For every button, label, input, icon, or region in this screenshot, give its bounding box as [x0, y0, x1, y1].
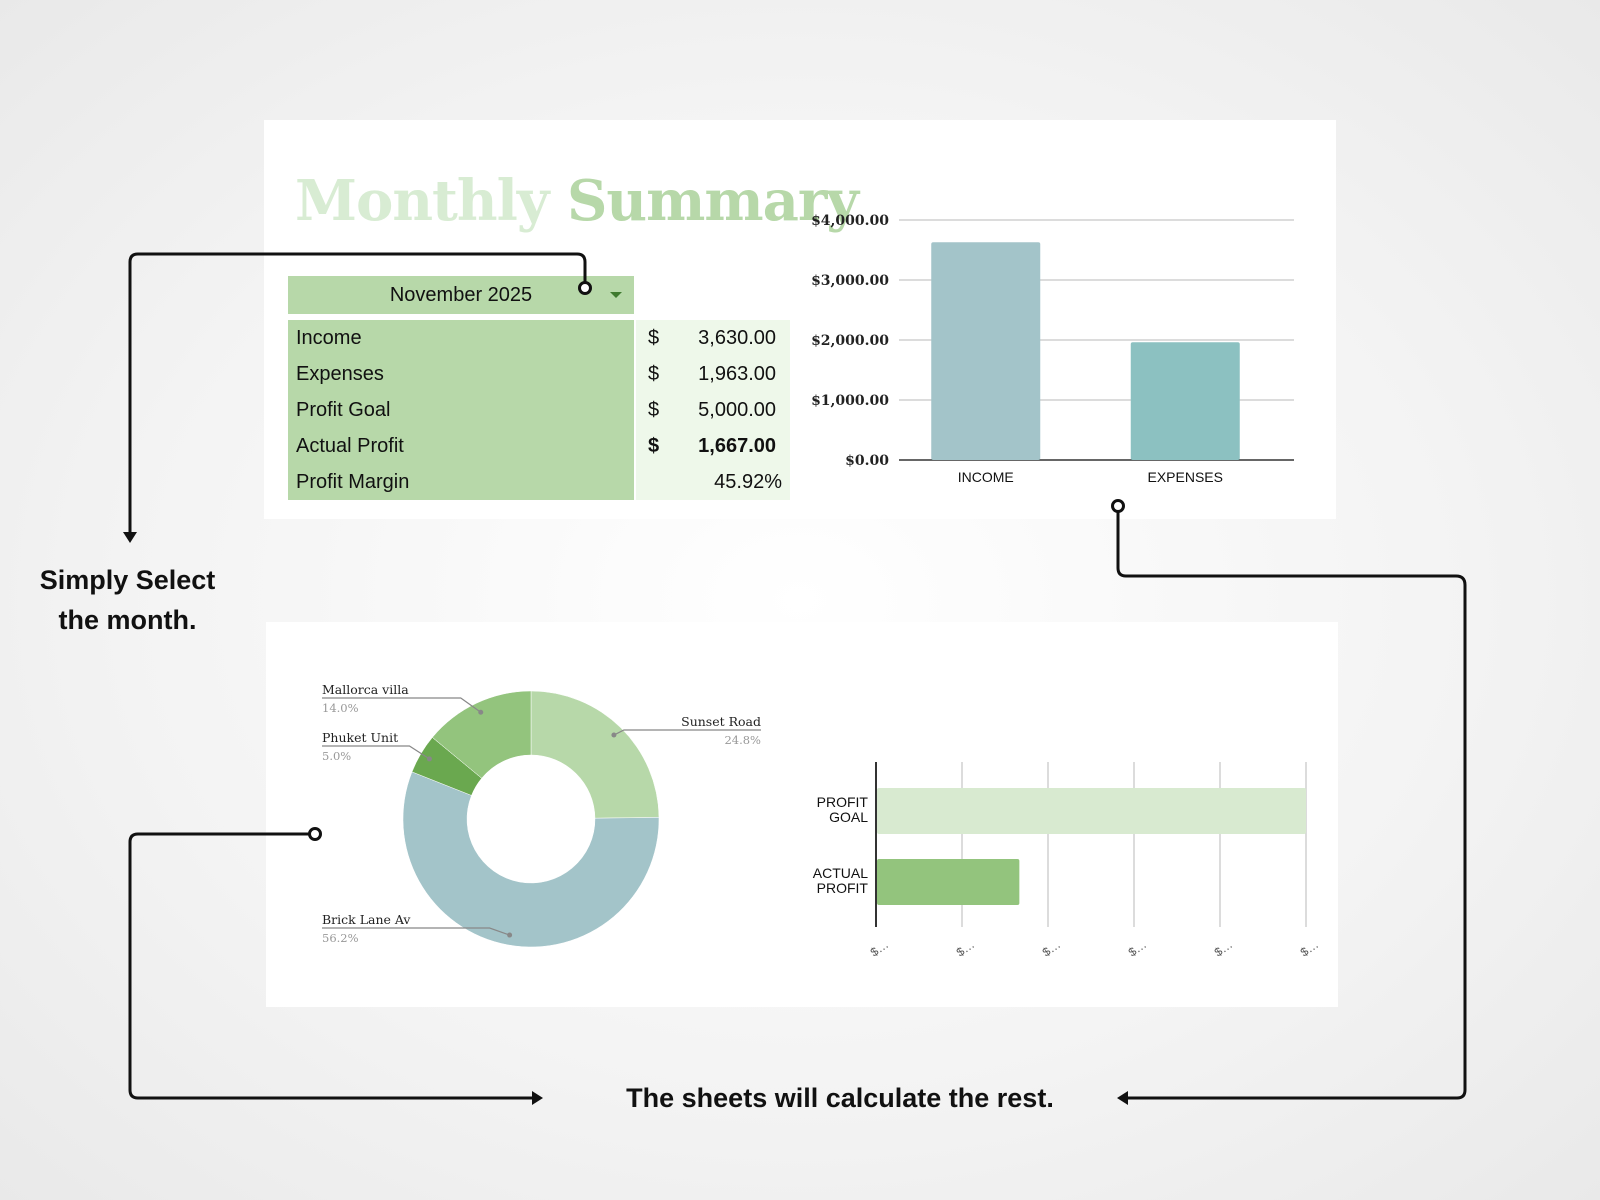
y-tick-label: $2,000.00 [811, 333, 889, 349]
slice-label: Brick Lane Av [322, 912, 411, 927]
bar-actual-profit [877, 859, 1020, 905]
donut-slice [530, 690, 660, 819]
row-label: Profit Margin [288, 464, 634, 500]
slice-percent: 14.0% [322, 701, 359, 715]
connector-line-donut [128, 832, 532, 1100]
row-value: 45.92% [714, 470, 782, 493]
summary-row-expenses: Expenses $1,963.00 [288, 356, 790, 392]
summary-row-income: Income $3,630.00 [288, 320, 790, 356]
currency-symbol: $ [648, 326, 660, 349]
y-tick-label: PROFIT [817, 794, 869, 810]
annotation-line: the month. [58, 605, 197, 635]
donut-slice [432, 690, 532, 779]
chevron-down-icon[interactable] [610, 292, 622, 298]
row-label: Income [288, 320, 634, 356]
leader-dot [611, 732, 617, 738]
row-value: 1,667.00 [698, 434, 776, 457]
leader-dot [507, 932, 513, 938]
connector-dot [578, 281, 592, 295]
bar-income [931, 242, 1041, 460]
leader-line [613, 729, 761, 736]
connector-line-bars [1116, 510, 1467, 1100]
y-tick-label: PROFIT [817, 880, 869, 896]
charts-card: Sunset Road 24.8% Brick Lane Av 56.2% Phuket… [266, 622, 1338, 1007]
income-expenses-bar-chart: $0.00 $1,000.00 $2,000.00 $3,000.00 $4,000.0… [811, 213, 1294, 485]
row-value: 1,963.00 [698, 362, 776, 385]
summary-row-profit-goal: Profit Goal $5,000.00 [288, 392, 790, 428]
y-tick-label: $1,000.00 [811, 393, 889, 409]
arrow-head-icon [532, 1091, 543, 1105]
currency-symbol: $ [648, 398, 660, 421]
summary-row-actual-profit: Actual Profit $1,667.00 [288, 428, 790, 464]
arrow-head-icon [123, 532, 137, 543]
bar-expenses [1130, 342, 1240, 460]
summary-table: Income $3,630.00 Expenses $1,963.00 Prof… [288, 320, 790, 500]
y-tick-label: $0.00 [845, 453, 889, 469]
arrow-head-icon [1117, 1091, 1128, 1105]
currency-symbol: $ [648, 362, 660, 385]
property-donut-chart: Sunset Road 24.8% Brick Lane Av 56.2% Phuket… [322, 682, 761, 948]
annotation-line: Simply Select [39, 565, 216, 595]
y-tick-label: $3,000.00 [811, 273, 889, 289]
leader-dot [426, 756, 432, 762]
monthly-summary-card: Monthly Summary November 2025 Income $3,… [264, 120, 1336, 519]
month-dropdown[interactable]: November 2025 [288, 276, 634, 314]
y-tick-label: ACTUAL [813, 865, 868, 881]
annotation-select-month: Simply Select the month. [20, 560, 235, 640]
leader-line [322, 927, 510, 936]
slice-label: Mallorca villa [322, 682, 409, 697]
y-tick-label: $4,000.00 [811, 213, 889, 229]
leader-line [322, 697, 482, 713]
connector-dot [308, 827, 322, 841]
slice-label: Phuket Unit [322, 730, 398, 745]
slice-percent: 56.2% [322, 931, 359, 945]
title-word-summary: Summary [566, 168, 859, 234]
x-tick-label: EXPENSES [1148, 469, 1223, 485]
page-title: Monthly Summary [295, 168, 859, 234]
connector-line-select [128, 252, 587, 532]
annotation-calculate: The sheets will calculate the rest. [626, 1083, 1054, 1113]
donut-slice [402, 771, 660, 948]
currency-symbol: $ [648, 434, 660, 457]
slice-percent: 24.8% [724, 733, 761, 747]
row-label: Expenses [288, 356, 634, 392]
title-word-monthly: Monthly [295, 168, 549, 234]
bar-profit-goal [877, 788, 1306, 834]
leader-dot [478, 709, 484, 715]
row-value: 5,000.00 [698, 398, 776, 421]
slice-label: Sunset Road [681, 714, 761, 729]
leader-line [322, 745, 430, 760]
month-dropdown-value: November 2025 [389, 283, 533, 306]
row-value: 3,630.00 [698, 326, 776, 349]
row-label: Profit Goal [288, 392, 634, 428]
summary-row-profit-margin: Profit Margin 45.92% [288, 464, 790, 500]
connector-dot [1111, 499, 1125, 513]
row-label: Actual Profit [288, 428, 634, 464]
x-tick-label: INCOME [958, 469, 1014, 485]
slice-percent: 5.0% [322, 749, 351, 763]
y-tick-label: GOAL [829, 809, 868, 825]
